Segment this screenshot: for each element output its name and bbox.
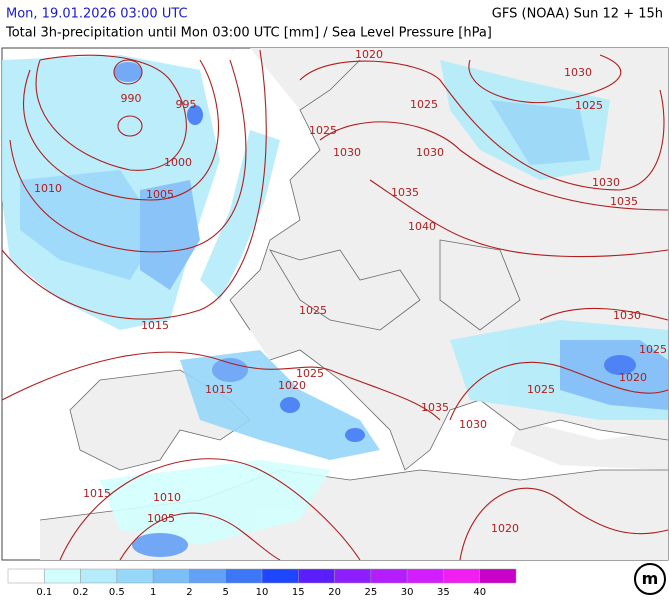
isobar-label: 1030 [592,176,620,189]
legend-label: 25 [364,587,377,598]
legend-swatch [7,568,45,584]
legend-swatch [44,568,81,584]
description: Total 3h-precipitation until Mon 03:00 U… [5,26,492,41]
legend-swatch [298,568,335,584]
isobar-label: 1025 [410,98,438,111]
legend-swatch [189,568,226,584]
borders [269,239,521,331]
legend-swatch [261,568,299,584]
legend-swatch [152,568,190,584]
isobar-label: 1030 [333,146,361,159]
legend-label: 1 [150,587,156,598]
isobar-label: 1025 [639,343,667,356]
legend-swatch [116,568,154,584]
legend-label: 0.2 [73,587,89,598]
legend-label: 15 [292,587,305,598]
legend: 0.1 0.2 0.5 1 2 5 10 15 20 25 30 35 40 [7,568,517,598]
isobar-label: 1020 [619,371,647,384]
map: 1020 1030 990 995 1025 1025 1025 1030 1030 1000 10… [1,47,669,561]
legend-swatch [225,568,263,584]
isobar-label: 1025 [296,367,324,380]
isobar-label: 1020 [278,379,306,392]
isobar-label: 1025 [309,124,337,137]
isobar-label: 1010 [34,182,62,195]
legend-swatch [80,568,118,584]
isobar-label: 1035 [610,195,638,208]
legend-label: 0.1 [36,587,52,598]
isobar-label: 1020 [355,48,383,61]
legend-label: 30 [401,587,414,598]
isobar-label: 1025 [575,99,603,112]
isobar-label: 1035 [421,401,449,414]
isobar-label: 1015 [205,383,233,396]
isobar-label: 1010 [153,491,181,504]
legend-swatch [334,568,372,584]
legend-label: 40 [473,587,486,598]
isobar-label: 1015 [83,487,111,500]
isobar-label: 1030 [613,309,641,322]
legend-label: 5 [223,587,229,598]
legend-label: 35 [437,587,450,598]
legend-label: 0.5 [109,587,125,598]
land-anatolia [510,420,668,470]
logo: m [634,563,666,595]
model-run: GFS (NOAA) Sun 12 + 15h [492,7,663,22]
legend-swatch [443,568,480,584]
isobar-label: 990 [121,92,142,105]
isobar-label: 1030 [459,418,487,431]
isobar-label: 1005 [146,188,174,201]
isobar-label: 1000 [164,156,192,169]
isobar-label: 1025 [299,304,327,317]
isobars [1,49,669,561]
coastline [269,349,669,471]
legend-label: 2 [186,587,192,598]
legend-label: 20 [328,587,341,598]
coastline [229,59,361,331]
isobar-label: 995 [176,98,197,111]
isobar-labels: 1020 1030 990 995 1025 1025 1025 1030 1030 1000 10… [34,48,667,535]
isobar-label: 1020 [491,522,519,535]
isobar-label: 1025 [527,383,555,396]
precipitation [2,55,668,557]
legend-swatch [406,568,444,584]
legend-swatch [370,568,408,584]
datetime: Mon, 19.01.2026 03:00 UTC [6,7,188,22]
isobar-label: 1030 [564,66,592,79]
isobar-label: 1005 [147,512,175,525]
isobar-label: 1030 [416,146,444,159]
isobar-label: 1035 [391,186,419,199]
isobar-label: 1015 [141,319,169,332]
isobar-label: 1040 [408,220,436,233]
legend-swatch [479,568,517,584]
svg-text:m: m [642,569,659,588]
legend-label: 10 [256,587,269,598]
